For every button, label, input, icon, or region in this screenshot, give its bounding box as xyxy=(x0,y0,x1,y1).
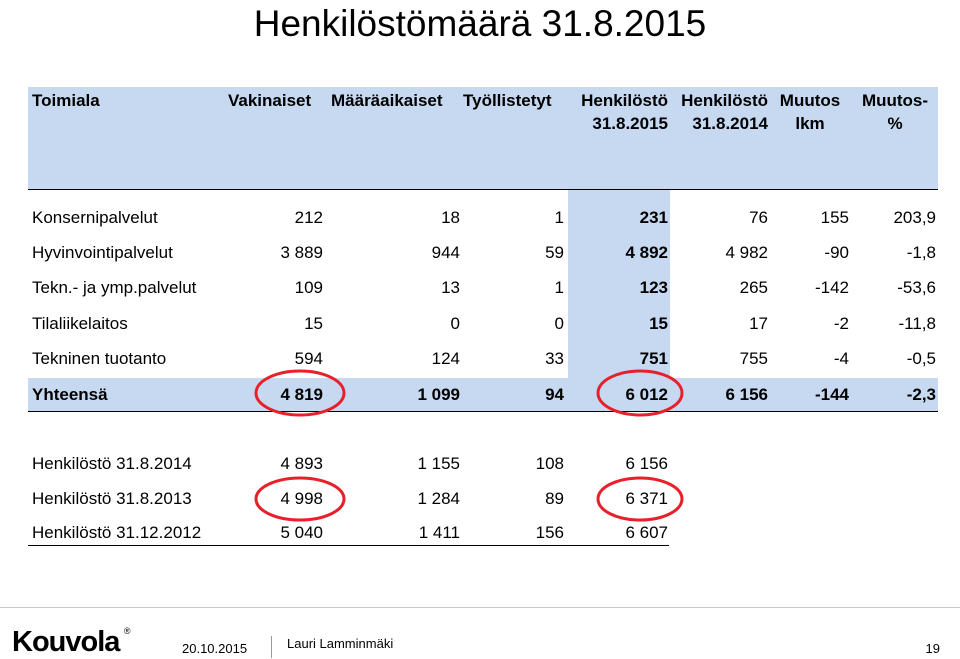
cell: 109 xyxy=(294,278,323,297)
cell: 751 xyxy=(639,349,668,368)
cell: 594 xyxy=(294,349,323,368)
highlight-circle xyxy=(254,476,346,522)
cell: 6 371 xyxy=(625,489,668,508)
cell: 89 xyxy=(545,489,564,508)
cell: 18 xyxy=(441,208,460,227)
cell: 4 892 xyxy=(625,243,668,262)
row-label: Henkilöstö 31.8.2013 xyxy=(32,489,192,508)
row-label: Konsernipalvelut xyxy=(32,208,158,227)
total-row-band xyxy=(28,378,938,412)
row-label: Henkilöstö 31.8.2014 xyxy=(32,454,192,473)
cell: 3 889 xyxy=(280,243,323,262)
cell: 33 xyxy=(545,349,564,368)
cell: 94 xyxy=(545,385,564,404)
row-label: Yhteensä xyxy=(32,385,108,404)
cell: 13 xyxy=(441,278,460,297)
row-label: Tekninen tuotanto xyxy=(32,349,167,368)
cell: 944 xyxy=(431,243,460,262)
cell: 1 099 xyxy=(417,385,460,404)
cell: 1 411 xyxy=(418,523,460,542)
cell: -144 xyxy=(814,385,849,404)
row-label: Tilaliikelaitos xyxy=(32,314,128,333)
cell: -2 xyxy=(833,314,849,333)
rule xyxy=(28,545,669,546)
cell: -90 xyxy=(824,243,849,262)
header-henkilosto-2015: Henkilöstö 31.8.2015 xyxy=(581,91,668,133)
header-vakinaiset: Vakinaiset xyxy=(228,91,312,110)
cell: 1 284 xyxy=(417,489,460,508)
cell: 15 xyxy=(649,314,668,333)
cell: 231 xyxy=(639,208,668,227)
cell: 1 155 xyxy=(417,454,460,473)
page-title: Henkilöstömäärä 31.8.2015 xyxy=(253,3,707,44)
cell: 4 893 xyxy=(280,454,323,473)
highlight-circle xyxy=(254,369,346,417)
cell: 59 xyxy=(545,243,564,262)
cell: 1 xyxy=(554,208,564,227)
cell: 755 xyxy=(739,349,768,368)
cell: 6 607 xyxy=(625,523,668,542)
cell: 15 xyxy=(304,314,323,333)
cell: 1 xyxy=(554,278,564,297)
row-label: Henkilöstö 31.12.2012 xyxy=(32,523,202,542)
registered-mark-icon: ® xyxy=(123,626,131,636)
highlight-circle xyxy=(596,369,684,417)
cell: 6 012 xyxy=(625,385,668,404)
page-number: 19 xyxy=(925,641,940,656)
cell: 4 982 xyxy=(725,243,768,262)
cell: -1,8 xyxy=(906,243,936,262)
footer-divider xyxy=(0,607,960,608)
rule xyxy=(28,189,938,190)
footer-author: Lauri Lamminmäki xyxy=(287,636,394,651)
cell: -0,5 xyxy=(906,349,936,368)
cell: 0 xyxy=(554,314,564,333)
cell: -4 xyxy=(833,349,849,368)
header-muutos-lkm: Muutos lkm xyxy=(779,91,841,133)
cell: 155 xyxy=(820,208,849,227)
header-toimiala: Toimiala xyxy=(32,91,100,110)
header-band xyxy=(28,87,938,190)
footer-separator xyxy=(271,636,272,658)
cell: 123 xyxy=(639,278,668,297)
footer-date: 20.10.2015 xyxy=(182,641,248,656)
cell: 265 xyxy=(739,278,768,297)
cell: 156 xyxy=(535,523,564,542)
cell: 203,9 xyxy=(893,208,936,227)
row-label: Tekn.- ja ymp.palvelut xyxy=(32,278,197,297)
cell: 5 040 xyxy=(280,523,323,542)
cell: 108 xyxy=(535,454,564,473)
cell: 4 998 xyxy=(280,489,323,508)
header-muutos-pct: Muutos-% xyxy=(861,91,929,133)
header-maaraaikaiset: Määräaikaiset xyxy=(331,91,443,110)
cell: 4 819 xyxy=(280,385,323,404)
cell: 212 xyxy=(294,208,323,227)
cell: 76 xyxy=(749,208,768,227)
cell: 17 xyxy=(749,314,768,333)
cell: -142 xyxy=(814,278,849,297)
kouvola-logo: Kouvola ® xyxy=(12,626,131,658)
cell: 0 xyxy=(450,314,460,333)
cell: 124 xyxy=(431,349,460,368)
cell: -53,6 xyxy=(897,278,936,297)
cell: 6 156 xyxy=(625,454,668,473)
header-henkilosto-2014: Henkilöstö 31.8.2014 xyxy=(681,91,768,133)
cell: -11,8 xyxy=(898,314,937,333)
header-tyollistetyt: Työllistetyt xyxy=(463,91,552,110)
cell: -2,3 xyxy=(906,385,936,404)
row-label: Hyvinvointipalvelut xyxy=(32,243,173,262)
highlight-circle xyxy=(596,476,684,522)
cell: 6 156 xyxy=(725,385,768,404)
rule xyxy=(28,411,938,412)
